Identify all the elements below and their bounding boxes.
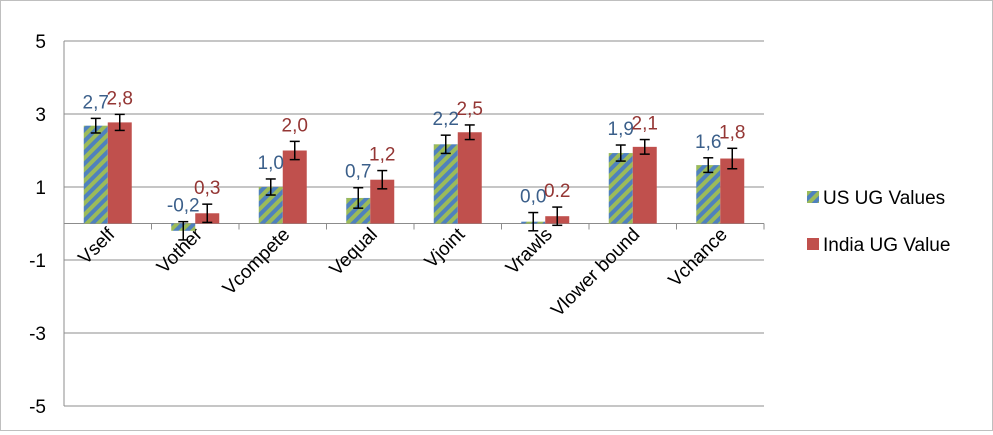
data-label-india: 2,0 bbox=[282, 115, 308, 136]
bar-us bbox=[608, 153, 633, 224]
data-label-india: 0,3 bbox=[194, 178, 220, 199]
error-bar bbox=[440, 134, 451, 155]
error-bar bbox=[90, 117, 101, 134]
y-tick-label: -3 bbox=[29, 324, 46, 345]
category-label: Vlower bound bbox=[547, 224, 644, 321]
error-bar bbox=[377, 169, 388, 190]
data-label-india: 1,8 bbox=[719, 122, 745, 143]
y-tick-label: 3 bbox=[35, 105, 46, 126]
legend-label: US UG Values bbox=[823, 188, 945, 209]
bars bbox=[83, 113, 745, 241]
legend-item: US UG Values bbox=[807, 188, 945, 209]
legend-label: India UG Value bbox=[823, 235, 950, 256]
category-label: Vself bbox=[75, 224, 120, 269]
error-bar bbox=[639, 138, 650, 155]
category-label: Vequal bbox=[326, 224, 382, 280]
data-label-us: 2,2 bbox=[433, 109, 459, 130]
error-bar bbox=[528, 211, 539, 232]
y-tick-label: 5 bbox=[35, 32, 46, 53]
y-tick-label: 1 bbox=[35, 178, 46, 199]
data-label-india: 2,8 bbox=[107, 88, 133, 109]
bar-us bbox=[696, 165, 721, 224]
error-bar bbox=[202, 203, 213, 224]
data-labels: 2,7 -0,2 1,0 0,7 2,2 0,0 1,9 1,6 2,8 0,3 2,0 1,2 2,5… bbox=[83, 88, 746, 216]
bar-india bbox=[632, 146, 657, 224]
legend: US UG Values India UG Value bbox=[807, 188, 950, 256]
legend-item: India UG Value bbox=[807, 235, 950, 256]
y-tick-label: -1 bbox=[29, 251, 46, 272]
error-bar bbox=[265, 178, 276, 196]
category-label: Vother bbox=[153, 224, 207, 278]
bar-us bbox=[83, 125, 108, 224]
data-label-india: 2,5 bbox=[457, 99, 483, 120]
error-bar bbox=[615, 144, 626, 162]
data-label-us: 1,9 bbox=[608, 119, 634, 140]
error-bar bbox=[178, 220, 189, 241]
y-tick-label: -5 bbox=[29, 397, 46, 418]
bar-india bbox=[282, 150, 307, 224]
data-label-us: 2,7 bbox=[83, 92, 109, 113]
axes: 5 3 1 -1 -3 -5 Vself Vother Vcompete Vequal Vjoint… bbox=[29, 32, 765, 418]
category-label: Vrawls bbox=[502, 224, 557, 279]
category-label: Vchance bbox=[665, 224, 732, 291]
error-bar bbox=[114, 113, 125, 132]
legend-swatch bbox=[807, 238, 819, 250]
data-label-india: 1,2 bbox=[369, 145, 395, 166]
category-label: Vjoint bbox=[421, 224, 470, 273]
error-bar bbox=[353, 186, 364, 209]
error-bar bbox=[464, 124, 475, 141]
data-label-us: 1,0 bbox=[258, 153, 284, 174]
error-bar bbox=[552, 206, 563, 227]
data-label-us: 1,6 bbox=[695, 132, 721, 153]
legend-swatch bbox=[807, 191, 819, 203]
gridlines bbox=[64, 40, 764, 407]
data-label-india: 0.2 bbox=[544, 181, 570, 202]
error-bar bbox=[727, 147, 738, 170]
data-label-india: 2,1 bbox=[632, 114, 658, 135]
data-label-us: 0,0 bbox=[520, 187, 546, 208]
bar-us bbox=[433, 144, 458, 224]
category-label: Vcompete bbox=[219, 224, 294, 299]
data-label-us: 0,7 bbox=[345, 162, 371, 183]
data-label-us: -0,2 bbox=[167, 196, 200, 217]
bar-india bbox=[107, 122, 132, 224]
bar-india bbox=[457, 132, 482, 224]
error-bar bbox=[703, 157, 714, 174]
error-bar bbox=[289, 140, 300, 161]
